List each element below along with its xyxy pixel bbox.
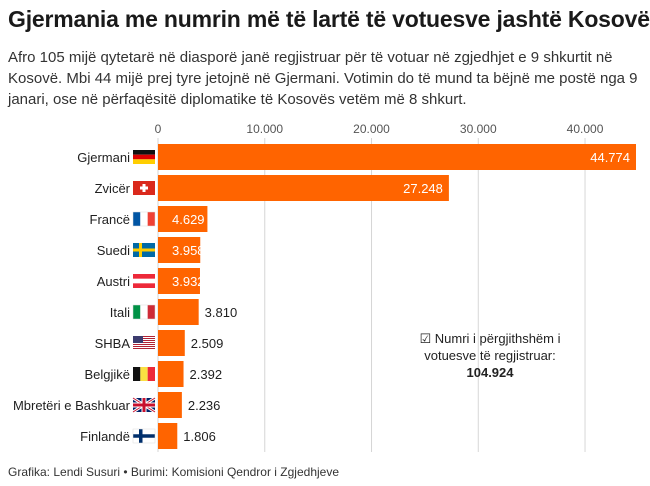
flag-usa-icon [133, 336, 155, 350]
x-tick-label: 20.000 [353, 122, 390, 136]
flag-part [133, 278, 155, 284]
data-label: 2.509 [191, 336, 224, 351]
flag-belgium-icon [133, 367, 155, 381]
chart-title: Gjermania me numrin më të lartë të votue… [8, 6, 650, 32]
bar [158, 361, 184, 387]
flag-italy-icon [132, 304, 156, 320]
bar [158, 268, 200, 294]
bar [158, 299, 199, 325]
category-label: SHBA [95, 336, 131, 351]
flag-uk-icon [132, 396, 156, 414]
flag-part [133, 403, 155, 407]
flag-part [133, 338, 155, 339]
bar [158, 423, 178, 449]
flag-part [140, 367, 148, 381]
flag-part [133, 344, 155, 345]
flag-part [132, 428, 156, 444]
data-label: 2.392 [190, 367, 223, 382]
total-voters-note: ☑ Numri i përgjithshëm i votuesve të reg… [395, 330, 585, 381]
bar [158, 392, 182, 418]
category-label: Belgjikë [84, 367, 130, 382]
data-label: 3.810 [205, 305, 238, 320]
flag-part [133, 342, 155, 343]
note-total: 104.924 [466, 365, 514, 380]
data-label: 4.629 [172, 212, 205, 227]
flag-part [133, 159, 155, 164]
flag-part [133, 154, 155, 160]
flag-part [133, 346, 155, 347]
data-label: 3.958 [172, 243, 205, 258]
flag-sweden-icon [133, 243, 155, 257]
flag-part [133, 305, 141, 319]
category-label: Austri [97, 274, 130, 289]
data-label: 1.806 [183, 429, 216, 444]
note-text: Numri i përgjithshëm i votuesve të regji… [424, 331, 561, 363]
flag-part [133, 340, 155, 341]
flag-part [132, 304, 156, 320]
bar [158, 237, 201, 263]
checkbox-icon: ☑ [419, 331, 432, 346]
x-tick-label: 30.000 [460, 122, 497, 136]
flag-part [133, 336, 155, 337]
flag-france-icon [132, 211, 156, 227]
flag-part [140, 212, 148, 226]
flag-switzerland-icon [133, 181, 155, 195]
chart-subtitle: Afro 105 mijë qytetarë në diasporë janë … [8, 49, 638, 108]
bar [158, 175, 449, 201]
category-label: Finlandë [80, 429, 130, 444]
bar [158, 144, 636, 170]
data-label: 44.774 [590, 150, 630, 165]
flag-part [133, 348, 155, 349]
category-label: Francë [90, 212, 130, 227]
data-label: 3.932 [172, 274, 205, 289]
flag-part [132, 211, 156, 227]
chart-footer: Grafika: Lendi Susuri • Burimi: Komision… [8, 465, 340, 479]
flag-part [147, 305, 155, 319]
flag-part [133, 150, 155, 155]
category-label: Zvicër [95, 181, 131, 196]
category-label: Suedi [97, 243, 130, 258]
flag-part [140, 305, 148, 319]
flag-part [133, 367, 141, 381]
flag-part [147, 212, 155, 226]
flag-part [133, 336, 143, 343]
x-tick-label: 10.000 [246, 122, 283, 136]
x-tick-label: 0 [155, 122, 162, 136]
bar [158, 206, 208, 232]
flag-germany-icon [133, 150, 155, 164]
bar [158, 330, 185, 356]
flag-part [140, 186, 148, 190]
flag-part [133, 434, 155, 438]
category-label: Gjermani [77, 150, 130, 165]
data-label: 27.248 [403, 181, 443, 196]
category-label: Mbretëri e Bashkuar [13, 398, 131, 413]
category-label: Itali [110, 305, 130, 320]
flag-part [133, 248, 155, 252]
flag-austria-icon [133, 274, 155, 288]
flag-finland-icon [132, 428, 156, 444]
flag-part [133, 212, 141, 226]
flag-part [147, 367, 155, 381]
x-tick-label: 40.000 [567, 122, 604, 136]
data-label: 2.236 [188, 398, 221, 413]
